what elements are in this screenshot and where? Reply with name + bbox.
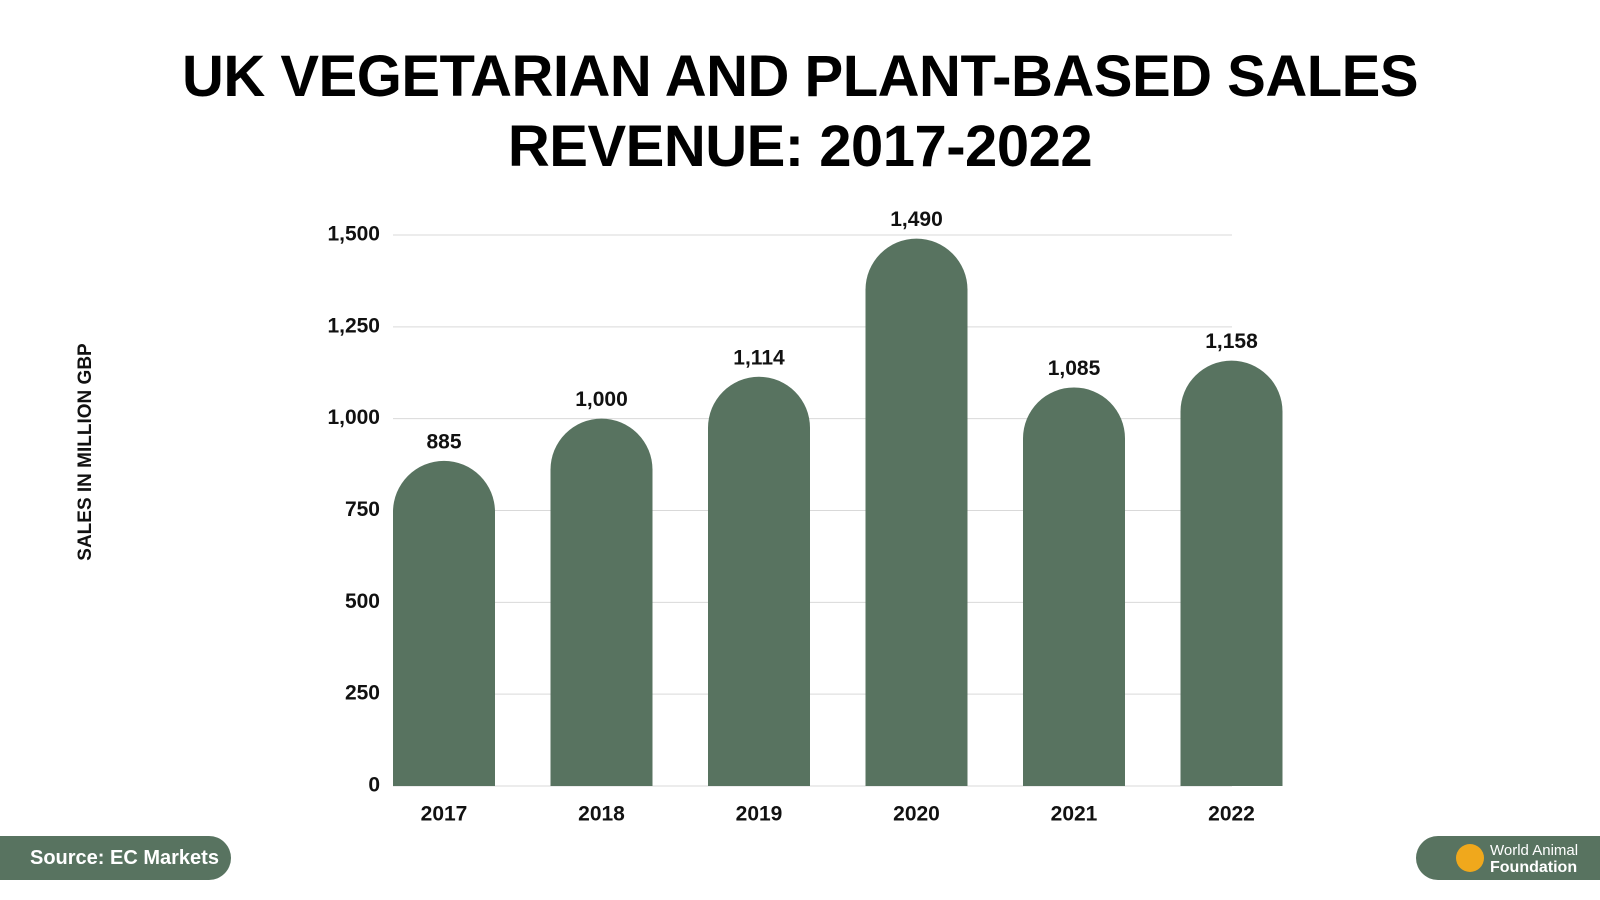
x-tick-label: 2019 xyxy=(736,803,783,826)
logo-text: World Animal xyxy=(1490,842,1579,859)
value-label: 885 xyxy=(426,430,461,453)
y-tick-label: 1,500 xyxy=(327,223,380,246)
bar xyxy=(1180,360,1283,786)
x-tick-label: 2021 xyxy=(1051,803,1098,826)
y-tick-label: 750 xyxy=(345,498,380,521)
bar xyxy=(393,460,495,786)
chart-title: UK VEGETARIAN AND PLANT-BASED SALES REVE… xyxy=(181,44,1419,179)
bar xyxy=(1023,387,1125,786)
y-tick-label: 1,000 xyxy=(327,406,380,429)
x-tick-label: 2017 xyxy=(421,803,468,826)
x-tick-label: 2018 xyxy=(578,803,625,826)
y-tick-label: 0 xyxy=(368,774,380,797)
value-label: 1,158 xyxy=(1205,330,1258,353)
bar xyxy=(865,238,968,787)
value-label: 1,085 xyxy=(1048,357,1101,380)
logo-text: Foundation xyxy=(1490,859,1578,876)
x-tick-label: 2020 xyxy=(893,803,940,826)
value-label: 1,490 xyxy=(890,208,943,231)
y-tick-label: 500 xyxy=(345,590,380,613)
value-label: 1,000 xyxy=(575,388,628,411)
y-tick-label: 1,250 xyxy=(327,314,380,337)
bar xyxy=(708,376,810,786)
logo: World Animal Foundation xyxy=(1416,836,1600,880)
value-label: 1,114 xyxy=(733,346,785,369)
y-axis-label: SALES IN MILLION GBP xyxy=(75,343,96,561)
x-tick-label: 2022 xyxy=(1208,803,1255,826)
y-tick-label: 250 xyxy=(345,682,380,705)
bar xyxy=(550,418,653,786)
logo-icon xyxy=(1456,844,1484,872)
source: Source: EC Markets xyxy=(0,836,231,880)
